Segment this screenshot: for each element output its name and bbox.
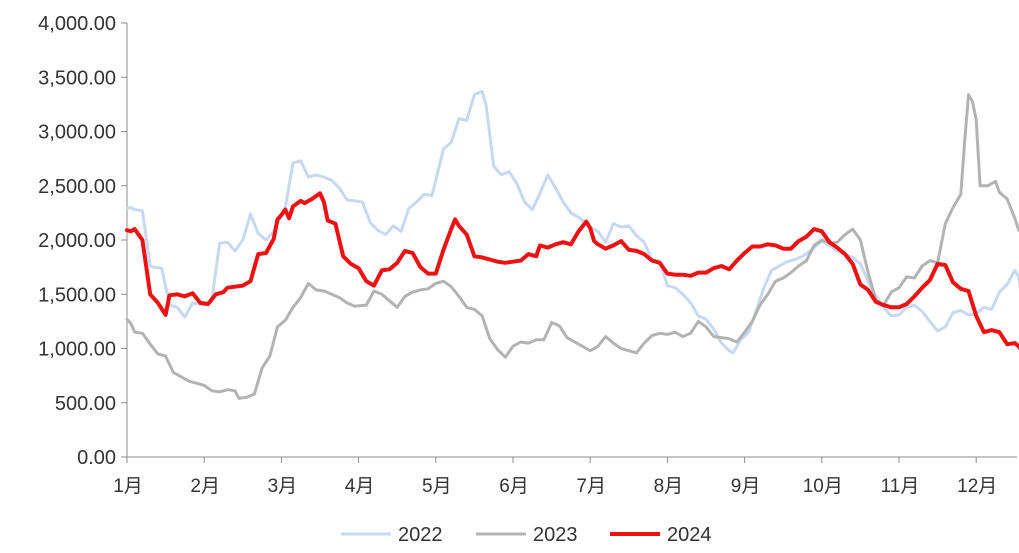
- y-tick-label: 2,500.00: [38, 176, 116, 198]
- y-tick-label: 1,500.00: [38, 284, 116, 306]
- x-tick-label: 9月: [731, 476, 761, 497]
- legend: 2022 2023 2024: [341, 524, 712, 546]
- legend-label-2024: 2024: [667, 524, 712, 546]
- series-lines: [125, 89, 1019, 400]
- y-tick-label: 4,000.00: [38, 13, 116, 35]
- x-tick-label: 4月: [345, 476, 375, 497]
- x-tick-label: 1月: [113, 476, 143, 497]
- x-axis: 1月 2月 3月 4月 5月 6月 7月 8月 9月 10月 11月 12月: [113, 456, 1017, 497]
- y-tick-label: 0.00: [77, 447, 116, 469]
- x-tick-label: 12月: [957, 476, 997, 497]
- legend-label-2023: 2023: [533, 524, 578, 546]
- x-tick-label: 5月: [422, 476, 452, 497]
- y-axis: 0.00 500.00 1,000.00 1,500.00 2,000.00 2,500.…: [38, 13, 128, 469]
- x-tick-label: 8月: [654, 476, 684, 497]
- y-tick-label: 3,500.00: [38, 67, 116, 89]
- x-tick-label: 10月: [803, 476, 843, 497]
- x-tick-label: 2月: [190, 476, 220, 497]
- series-line-2024: [125, 191, 1019, 351]
- series-line-2023: [125, 93, 1019, 400]
- y-tick-label: 3,000.00: [38, 122, 116, 144]
- series-line-2022: [125, 89, 1019, 355]
- x-tick-label: 6月: [499, 476, 529, 497]
- legend-label-2022: 2022: [398, 524, 443, 546]
- y-tick-label: 1,000.00: [38, 339, 116, 361]
- x-tick-label: 11月: [881, 476, 920, 497]
- y-tick-label: 2,000.00: [38, 230, 116, 252]
- y-tick-label: 500.00: [55, 393, 116, 415]
- x-tick-label: 3月: [268, 476, 298, 497]
- x-tick-label: 7月: [576, 476, 606, 497]
